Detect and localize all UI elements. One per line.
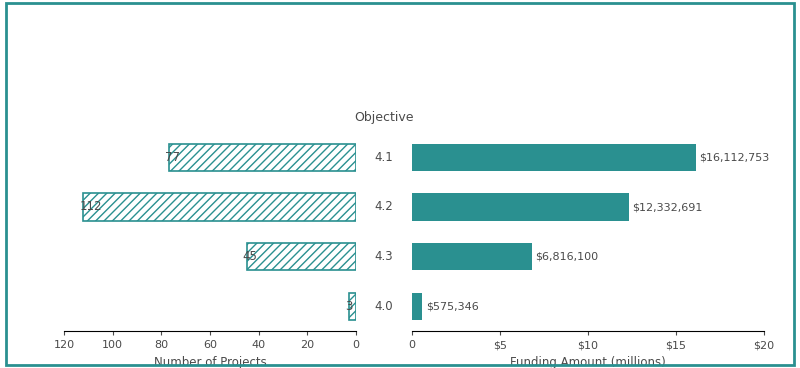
Text: 4.1: 4.1 — [374, 151, 394, 164]
Bar — [412, 293, 422, 320]
Text: 112: 112 — [80, 201, 102, 213]
Bar — [349, 293, 356, 320]
Text: 4.0: 4.0 — [374, 300, 394, 313]
Text: 45: 45 — [243, 250, 258, 263]
Text: 4.2: 4.2 — [374, 201, 394, 213]
Bar — [169, 144, 356, 171]
Bar — [246, 243, 356, 270]
Bar — [412, 144, 695, 171]
Text: $575,346: $575,346 — [426, 301, 478, 311]
Text: $6,816,100: $6,816,100 — [535, 252, 598, 262]
X-axis label: Number of Projects: Number of Projects — [154, 356, 266, 368]
Bar — [412, 193, 629, 221]
Text: 3: 3 — [345, 300, 353, 313]
Text: 4.3: 4.3 — [374, 250, 394, 263]
Text: $16,112,753: $16,112,753 — [699, 152, 770, 162]
Text: $12,332,691: $12,332,691 — [633, 202, 703, 212]
Text: Total Funding: $35,836,890: Total Funding: $35,836,890 — [304, 74, 496, 87]
Bar — [83, 193, 356, 221]
Text: 77: 77 — [165, 151, 180, 164]
X-axis label: Funding Amount (millions): Funding Amount (millions) — [510, 356, 666, 368]
Bar — [412, 243, 532, 270]
Text: Number of Projects: 237: Number of Projects: 237 — [314, 99, 486, 112]
Text: Question 4: Interventions: Question 4: Interventions — [294, 47, 506, 62]
Text: Objective: Objective — [354, 111, 414, 124]
Text: 2020: 2020 — [377, 23, 423, 41]
